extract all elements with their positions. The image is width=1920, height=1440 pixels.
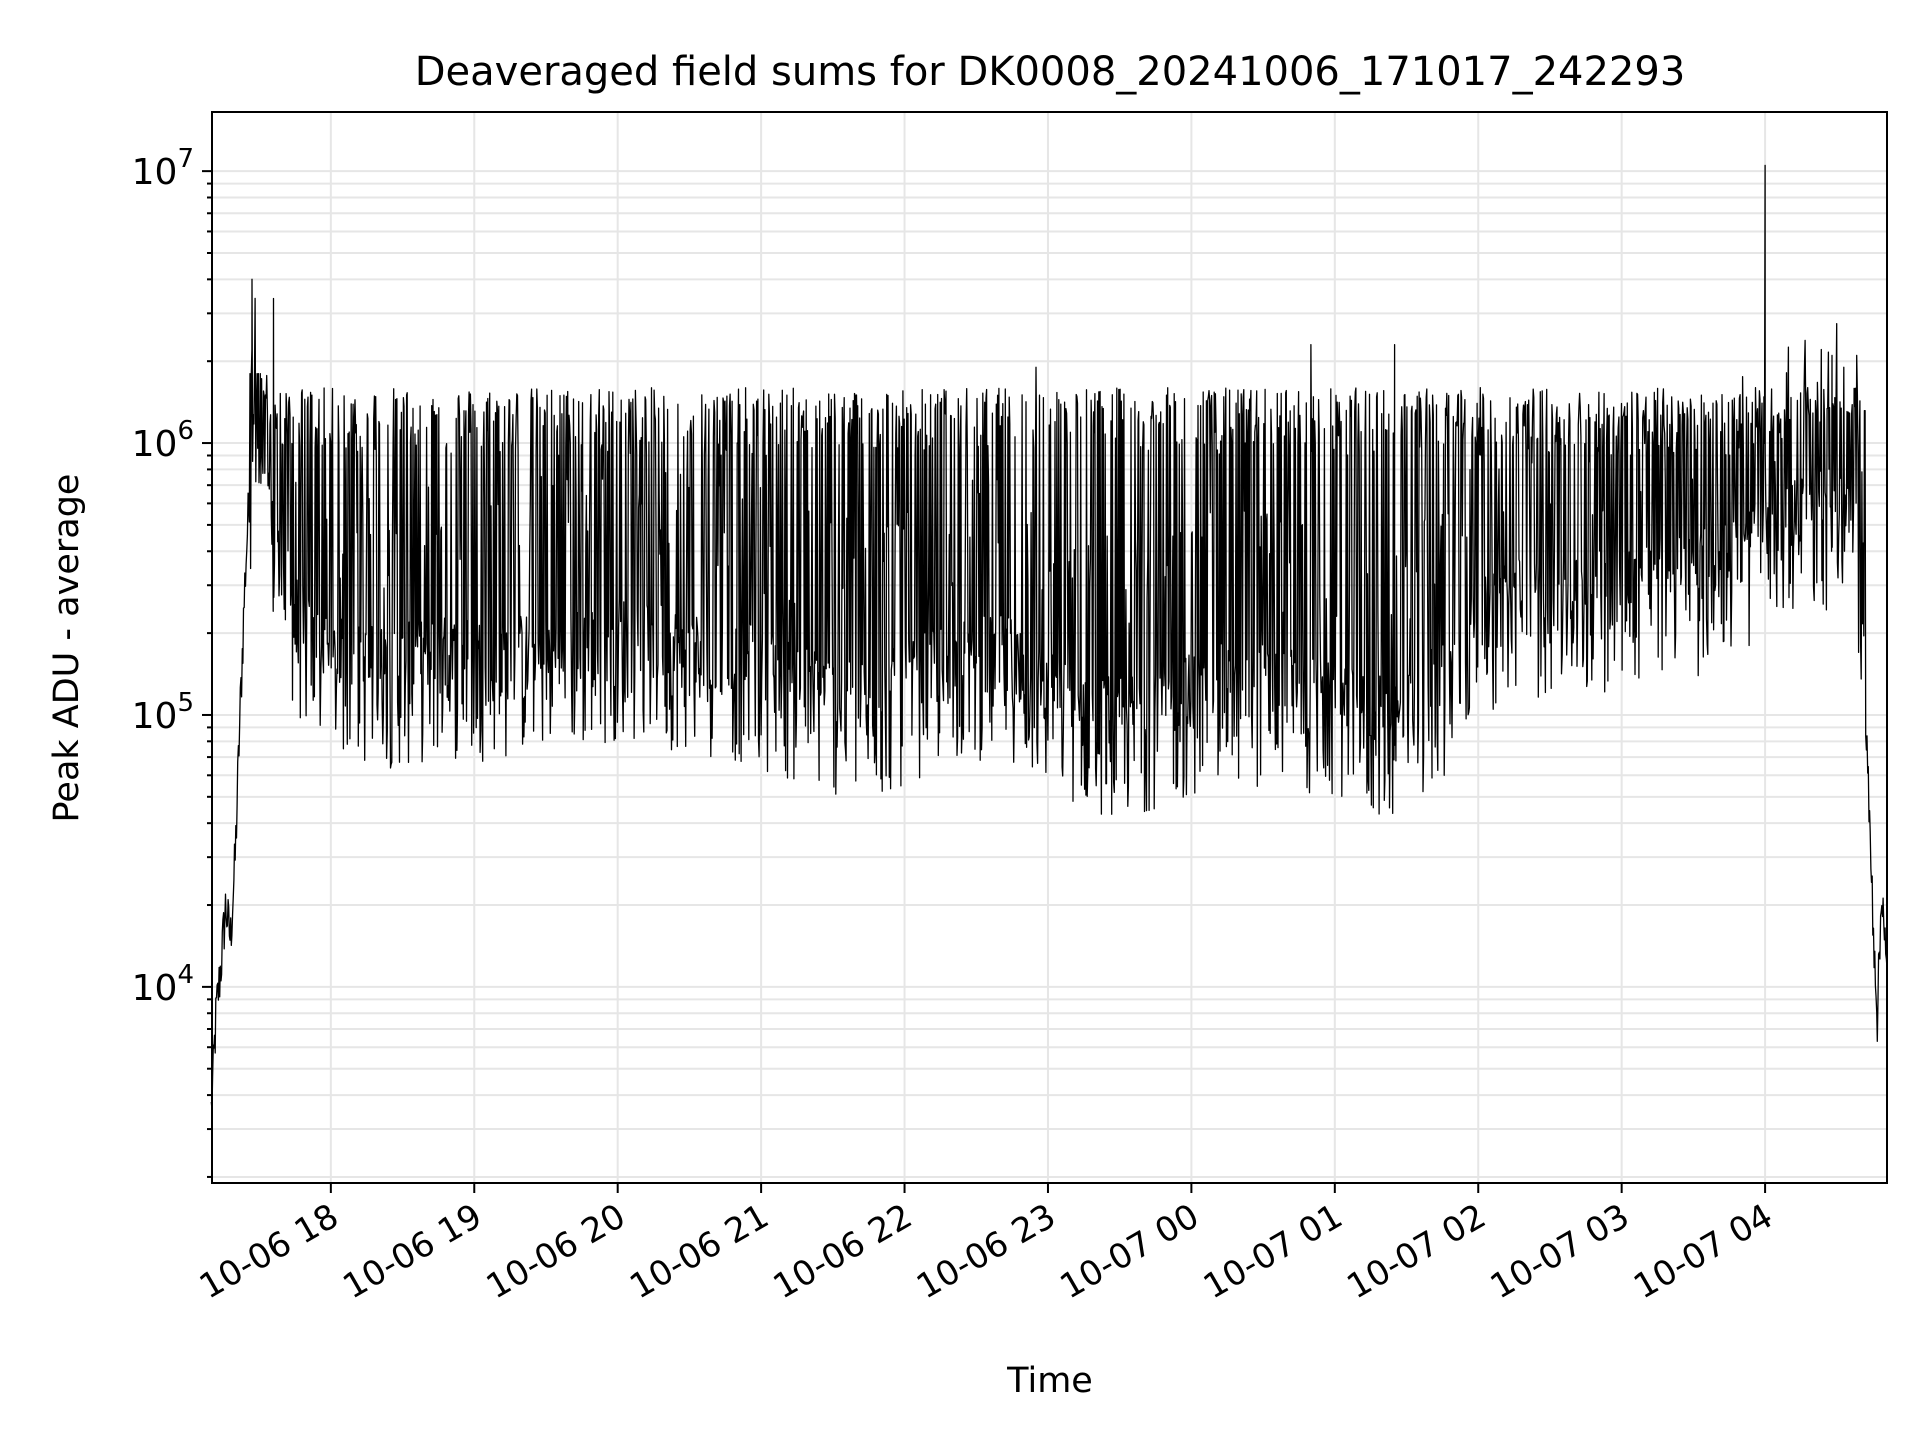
plot-frame bbox=[211, 111, 1888, 1184]
y-tick-label: 106 bbox=[132, 416, 194, 465]
y-axis-label: Peak ADU - average bbox=[47, 474, 87, 823]
y-tick-label: 104 bbox=[132, 960, 194, 1009]
x-axis-label: Time bbox=[1006, 1361, 1093, 1401]
chart-title: Deaveraged field sums for DK0008_2024100… bbox=[415, 49, 1686, 95]
series-line bbox=[210, 164, 1888, 1111]
y-axis: 104 105 106 107 bbox=[132, 144, 212, 1178]
series-path bbox=[210, 164, 1888, 1111]
y-tick-label: 107 bbox=[132, 144, 194, 193]
y-tick-label: 105 bbox=[132, 688, 194, 737]
